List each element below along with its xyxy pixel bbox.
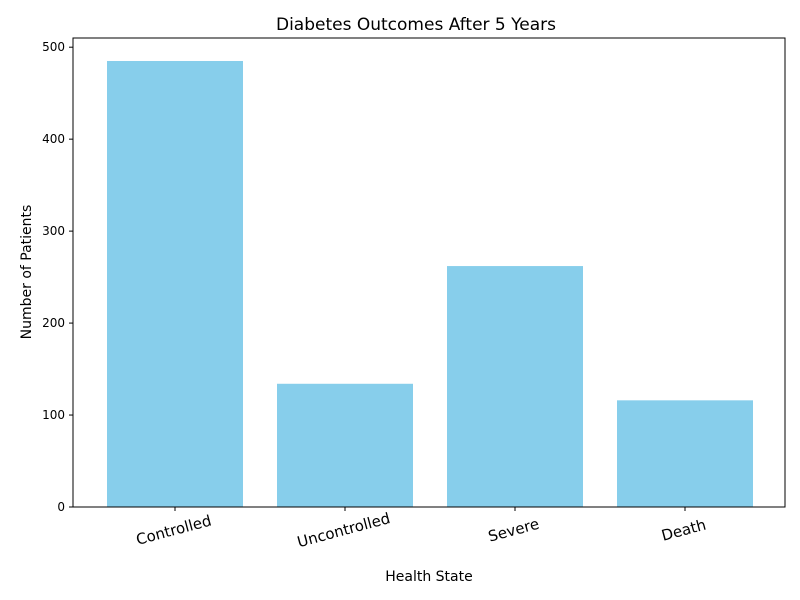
- x-tick-label-controlled: Controlled: [134, 511, 213, 548]
- x-tick-label-death: Death: [659, 516, 707, 545]
- y-tick-label: 0: [57, 500, 65, 514]
- y-tick-label: 100: [42, 408, 65, 422]
- y-tick-label: 500: [42, 40, 65, 54]
- y-axis: 0 100 200 300 400 500: [42, 40, 73, 514]
- x-axis: Controlled Uncontrolled Severe Death: [134, 507, 708, 551]
- y-axis-label: Number of Patients: [19, 205, 35, 340]
- bars-group: [107, 60, 753, 507]
- x-tick-label-uncontrolled: Uncontrolled: [295, 509, 392, 551]
- x-tick-label-severe: Severe: [486, 515, 541, 546]
- y-tick-label: 300: [42, 224, 65, 238]
- bar-uncontrolled: [277, 383, 413, 507]
- bar-severe: [447, 266, 583, 507]
- x-axis-label: Health State: [385, 569, 472, 585]
- y-tick-label: 200: [42, 316, 65, 330]
- chart-title: Diabetes Outcomes After 5 Years: [276, 15, 556, 35]
- bar-death: [617, 400, 753, 507]
- bar-controlled: [107, 60, 243, 507]
- plot-frame: [72, 37, 786, 508]
- y-tick-label: 400: [42, 132, 65, 146]
